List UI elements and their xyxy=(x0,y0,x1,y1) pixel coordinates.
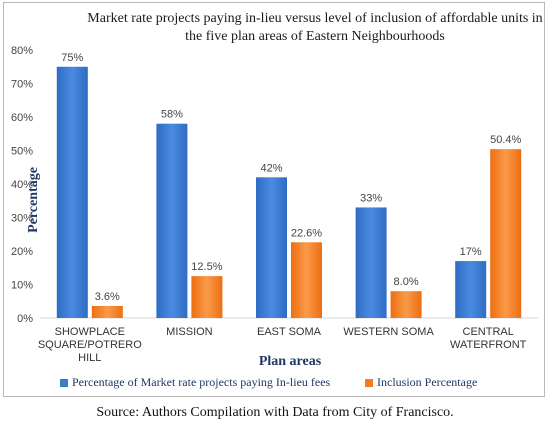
y-tick-label: 40% xyxy=(11,179,33,191)
x-tick-label: WESTERN SOMA xyxy=(343,326,434,338)
x-tick-label: SQUARE/POTRERO xyxy=(38,339,142,351)
data-label-inlieu: 75% xyxy=(61,52,83,64)
bar-inclusion xyxy=(490,149,522,318)
bar-inclusion xyxy=(390,291,422,318)
data-label-inlieu: 58% xyxy=(161,109,183,121)
x-tick-label: EAST SOMA xyxy=(257,326,322,338)
source-caption: Source: Authors Compilation with Data fr… xyxy=(96,405,454,420)
data-label-inlieu: 42% xyxy=(260,162,282,174)
x-tick-label: HILL xyxy=(78,352,101,364)
x-axis-label: Plan areas xyxy=(258,354,322,369)
y-tick-label: 60% xyxy=(11,112,33,124)
legend-item-inlieu: Percentage of Market rate projects payin… xyxy=(60,375,330,390)
data-label-inlieu: 17% xyxy=(460,246,482,258)
legend: Percentage of Market rate projects payin… xyxy=(60,375,540,393)
bar-inlieu xyxy=(56,66,88,318)
legend-label-inlieu: Percentage of Market rate projects payin… xyxy=(72,375,331,389)
y-tick-label: 50% xyxy=(11,146,33,158)
legend-swatch-inlieu xyxy=(60,378,68,387)
x-tick-label: SHOWPLACE xyxy=(55,326,125,338)
bar-inclusion xyxy=(91,305,123,318)
x-tick-label: MISSION xyxy=(166,326,213,338)
bar-inlieu xyxy=(355,207,387,318)
y-tick-label: 0% xyxy=(17,313,33,325)
data-label-inclusion: 3.6% xyxy=(95,291,120,303)
bar-inlieu xyxy=(256,177,287,318)
legend-item-inclusion: Inclusion Percentage xyxy=(365,375,477,390)
bar-inlieu xyxy=(156,123,188,318)
y-tick-label: 10% xyxy=(11,280,33,292)
y-tick-label: 20% xyxy=(11,246,33,258)
data-label-inclusion: 8.0% xyxy=(394,276,419,288)
x-tick-label: CENTRAL xyxy=(463,326,514,338)
legend-label-inclusion: Inclusion Percentage xyxy=(377,375,478,389)
x-tick-label: WATERFRONT xyxy=(450,339,527,351)
data-label-inclusion: 50.4% xyxy=(490,134,521,146)
y-tick-label: 80% xyxy=(11,45,33,57)
y-tick-label: 70% xyxy=(11,79,33,91)
bar-inlieu xyxy=(455,261,487,318)
y-tick-label: 30% xyxy=(11,213,33,225)
bar-inclusion xyxy=(191,276,223,318)
data-label-inclusion: 12.5% xyxy=(191,261,222,273)
legend-swatch-inclusion xyxy=(365,378,373,387)
bar-inclusion xyxy=(291,242,322,318)
data-label-inlieu: 33% xyxy=(360,192,382,204)
chart-title: Market rate projects paying in-lieu vers… xyxy=(87,11,543,44)
data-label-inclusion: 22.6% xyxy=(291,227,322,239)
